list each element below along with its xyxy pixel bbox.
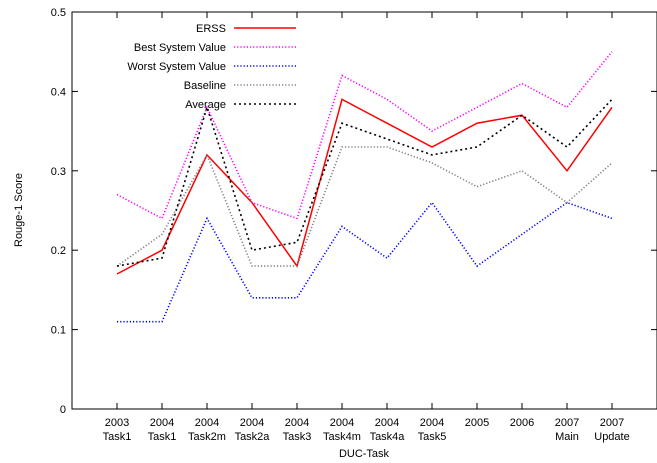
x-tick-label-line2: Task4m	[323, 431, 361, 443]
x-tick-label-line1: 2003	[105, 417, 129, 429]
x-tick-label-line2: Task2a	[235, 431, 271, 443]
x-tick-label-line1: 2006	[510, 417, 534, 429]
x-tick-label-line1: 2007	[555, 417, 579, 429]
x-tick-label-line1: 2004	[150, 417, 174, 429]
x-tick-label-line2: Update	[594, 431, 629, 443]
legend-label: Worst System Value	[127, 61, 226, 73]
y-axis-title: Rouge-1 Score	[13, 173, 25, 247]
y-tick-label: 0.3	[51, 166, 66, 178]
x-tick-label-line1: 2004	[285, 417, 309, 429]
x-tick-label-line2: Task5	[418, 431, 447, 443]
x-tick-label-line1: 2004	[330, 417, 354, 429]
legend-label: Baseline	[184, 80, 226, 92]
x-tick-label-line1: 2004	[420, 417, 444, 429]
x-tick-label-line2: Task1	[148, 431, 177, 443]
x-tick-label-line2: Task1	[103, 431, 132, 443]
x-tick-label-line1: 2004	[195, 417, 219, 429]
x-tick-label-line1: 2007	[600, 417, 624, 429]
x-axis: 2003 Task1 2004 Task1 2004 Task2m 2004 Task2a 20…	[103, 12, 630, 443]
series-line-erss	[116, 98, 613, 275]
series-line-baseline	[116, 146, 613, 267]
x-tick-label-line2: Task2m	[188, 431, 226, 443]
x-tick-label-line2: Task4a	[370, 431, 406, 443]
legend-label: Best System Value	[134, 42, 226, 54]
plot-frame	[71, 11, 657, 410]
y-tick-label: 0.4	[51, 86, 66, 98]
y-tick-label: 0.1	[51, 325, 66, 337]
x-tick-label-line1: 2004	[240, 417, 264, 429]
legend-label: ERSS	[196, 23, 226, 35]
y-tick-label: 0.5	[51, 7, 66, 19]
x-tick-label-line1: 2005	[465, 417, 489, 429]
x-tick-label-line1: 2004	[375, 417, 399, 429]
y-axis: 0 0.1 0.2 0.3 0.4 0.5	[51, 7, 657, 416]
y-tick-label: 0	[60, 404, 66, 416]
series-line-average	[116, 98, 613, 267]
legend: ERSS Best System Value Worst System Value B…	[127, 23, 296, 111]
series-layer	[116, 51, 613, 323]
legend-label: Average	[185, 99, 226, 111]
series-line-worst-system-value	[117, 201, 613, 323]
x-axis-title: DUC-Task	[339, 448, 390, 460]
x-tick-label-line2: Main	[555, 431, 579, 443]
series-line-best-system-value	[116, 51, 613, 220]
y-tick-label: 0.2	[51, 245, 66, 257]
x-tick-label-line2: Task3	[283, 431, 312, 443]
